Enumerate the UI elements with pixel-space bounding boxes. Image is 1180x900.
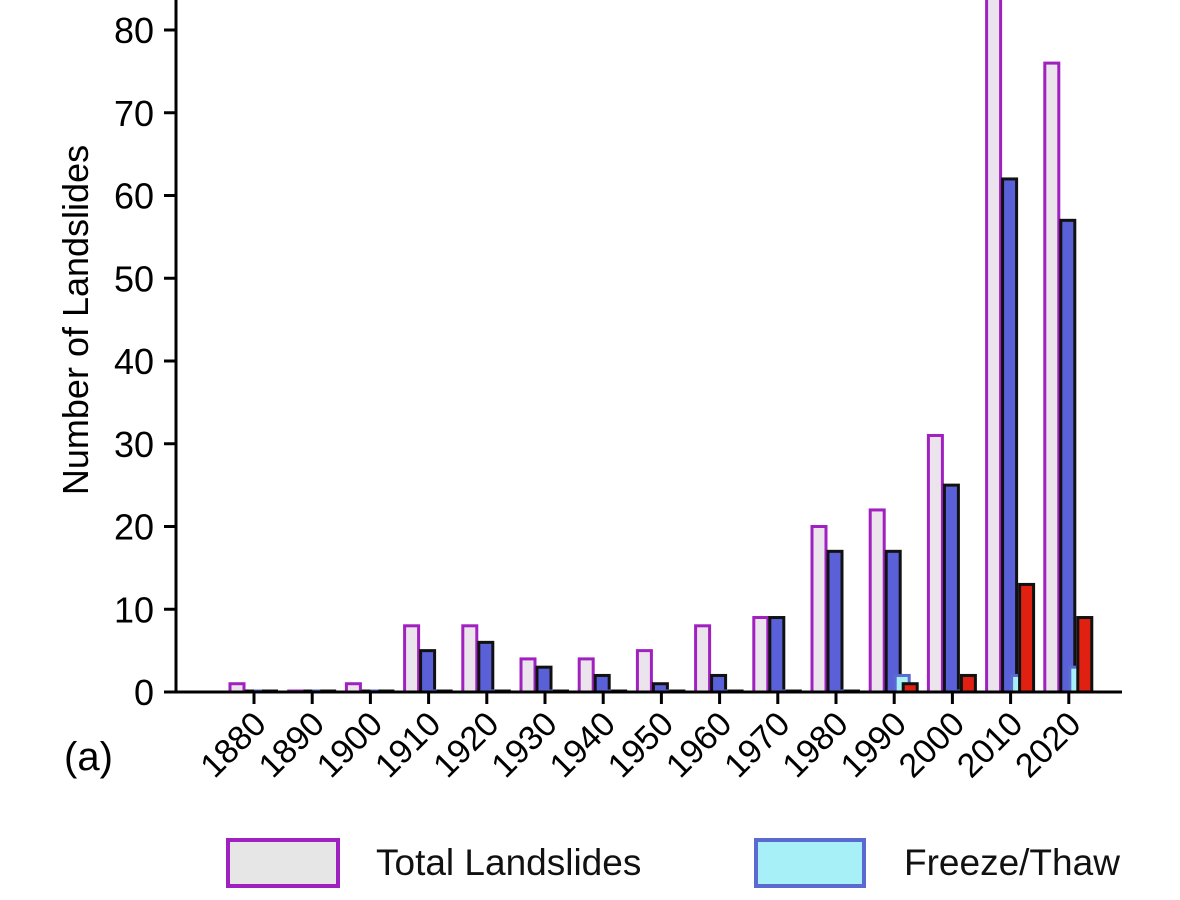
bar-group-1950 — [635, 649, 686, 694]
bar-rainfall-2020 — [1059, 218, 1077, 694]
x-tick-label: 1890 — [252, 705, 332, 785]
bar-rainfall-1990 — [884, 549, 902, 694]
x-tick-label: 2000 — [892, 705, 972, 785]
bar-rainfall-1910 — [419, 649, 437, 694]
y-axis: 0 10 20 30 40 50 60 70 80 — [114, 0, 178, 713]
bar-group-1990 — [868, 508, 919, 694]
bar-total-landslides-2010 — [985, 0, 1003, 694]
bar-rainfall-1970 — [768, 616, 786, 694]
y-tick-label: 0 — [134, 672, 154, 713]
bar-group-1970 — [752, 616, 802, 694]
bar-group-1930 — [519, 657, 569, 694]
bar-rainfall-1920 — [477, 640, 495, 694]
bar-total-landslides-1990 — [868, 508, 886, 694]
bar-total-landslides-1960 — [694, 624, 712, 694]
x-tick-label: 1960 — [659, 705, 739, 785]
x-tick-label: 2020 — [1008, 705, 1088, 785]
y-axis-label: Number of Landslides — [55, 145, 96, 495]
x-tick-label: 1970 — [717, 705, 797, 785]
bar-group-1910 — [403, 624, 453, 694]
x-tick-label: 2010 — [950, 705, 1030, 785]
legend-label-total-landslides: Total Landslides — [376, 842, 642, 883]
x-tick-label: 1920 — [426, 705, 506, 785]
bar-rainfall-2000 — [942, 483, 960, 694]
y-tick-label: 50 — [114, 258, 154, 299]
x-tick-label: 1950 — [601, 705, 681, 785]
x-tick-label: 1980 — [775, 705, 855, 785]
legend-swatch-total-landslides — [226, 838, 340, 888]
bar-group-1920 — [461, 624, 511, 694]
bar-total-landslides-1930 — [519, 657, 537, 694]
x-tick-label: 1880 — [193, 705, 273, 785]
bar-total-landslides-2000 — [926, 433, 944, 694]
y-tick-label: 70 — [114, 93, 154, 134]
bar-total-landslides-1950 — [635, 649, 653, 694]
legend-swatch-freeze-thaw — [754, 838, 866, 888]
x-tick-label: 1910 — [368, 705, 448, 785]
bar-group-2010 — [985, 0, 1036, 694]
bar-group-1980 — [810, 525, 860, 694]
bar-group-2020 — [1043, 61, 1094, 694]
bar-groups — [228, 0, 1094, 694]
bar-group-1940 — [577, 657, 628, 694]
bar-total-landslides-1980 — [810, 525, 828, 694]
legend-label-freeze-thaw: Freeze/Thaw — [904, 842, 1120, 883]
x-tick-label: 1930 — [484, 705, 564, 785]
y-tick-label: 40 — [114, 341, 154, 382]
bar-group-2000 — [926, 433, 977, 694]
bar-total-landslides-1920 — [461, 624, 479, 694]
x-axis: 1880189019001910192019301940195019601970… — [176, 690, 1122, 785]
bar-total-landslides-1910 — [403, 624, 421, 694]
bar-other-2020 — [1076, 616, 1094, 694]
bar-other-2010 — [1018, 582, 1036, 694]
bar-other-2000 — [959, 673, 977, 694]
bar-group-1960 — [694, 624, 744, 694]
y-tick-label: 30 — [114, 424, 154, 465]
legend: Total Landslides Freeze/Thaw — [0, 834, 1180, 894]
bar-rainfall-1980 — [826, 549, 844, 694]
x-tick-label: 1990 — [834, 705, 914, 785]
bar-total-landslides-1940 — [577, 657, 595, 694]
y-tick-label: 60 — [114, 176, 154, 217]
panel-label: (a) — [64, 735, 113, 779]
x-tick-label: 1940 — [543, 705, 623, 785]
y-tick-label: 20 — [114, 507, 154, 548]
bar-total-landslides-2020 — [1043, 61, 1061, 694]
bar-total-landslides-1970 — [752, 616, 770, 694]
bar-rainfall-1930 — [535, 665, 553, 694]
y-tick-label: 80 — [114, 10, 154, 51]
y-tick-label: 10 — [114, 589, 154, 630]
bar-rainfall-2010 — [1001, 177, 1019, 694]
x-tick-label: 1900 — [310, 705, 390, 785]
